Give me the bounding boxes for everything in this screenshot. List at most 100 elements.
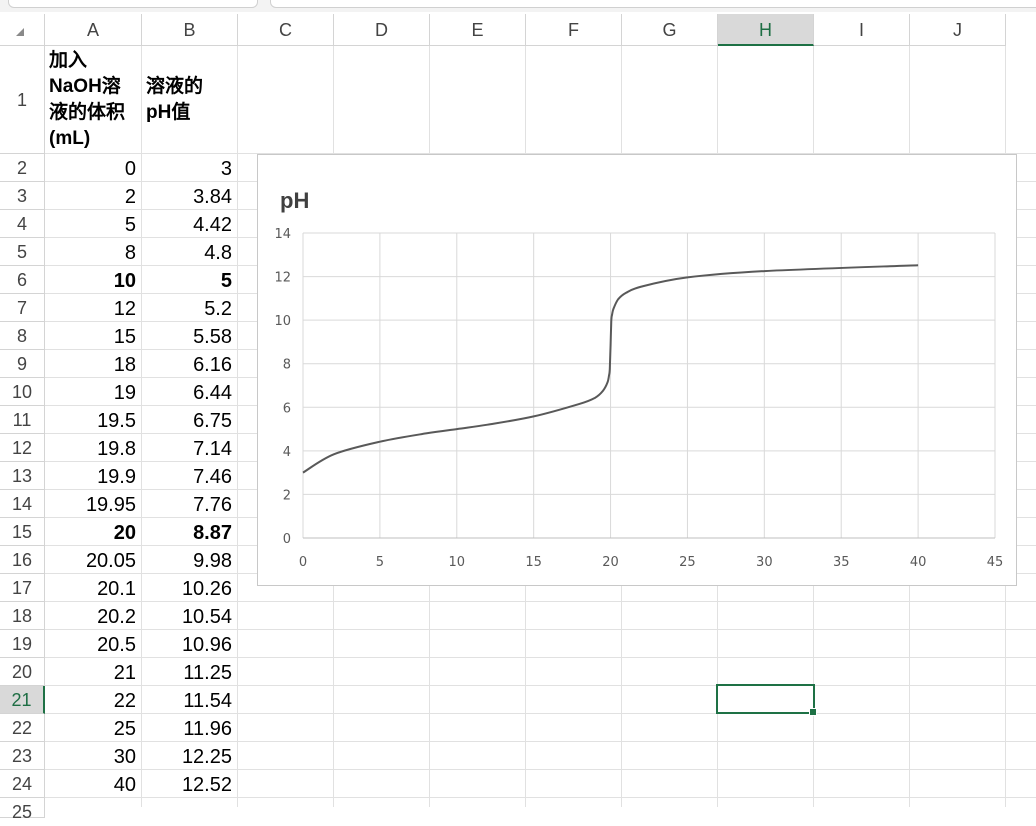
chart-svg: pH 0 2 4 6 8 10 12 14 0 5 10 15 20 25 30 35 40 45 [274,188,1003,570]
column-header-e[interactable]: E [430,14,526,46]
cell-a15[interactable]: 20 [113,522,136,544]
cell-b9[interactable]: 6.16 [193,354,232,376]
row-header-10[interactable]: 10 [0,378,45,406]
row-header-3[interactable]: 3 [0,182,45,210]
cell-b10[interactable]: 6.44 [193,382,232,404]
cell-a2[interactable]: 0 [124,158,136,180]
row-header-12[interactable]: 12 [0,434,45,462]
window-tab[interactable] [8,0,258,8]
grid-line [45,657,1036,658]
column-header-c[interactable]: C [238,14,334,46]
select-all-button[interactable] [0,14,45,46]
selected-cell-h21[interactable] [716,684,817,716]
row-header-21[interactable]: 21 [0,686,45,714]
cell-b13[interactable]: 7.46 [193,466,232,488]
row-header-14[interactable]: 14 [0,490,45,518]
cell-a7[interactable]: 12 [113,298,136,320]
cell-a23[interactable]: 30 [113,746,136,768]
cell-b1-header[interactable]: 溶液的 pH值 [142,46,238,154]
cell-b19[interactable]: 10.96 [181,634,232,656]
cell-b21[interactable]: 11.54 [183,690,232,712]
y-tick-label: 0 [283,532,291,547]
cell-a10[interactable]: 19 [113,382,136,404]
row-header-9[interactable]: 9 [0,350,45,378]
cell-a5[interactable]: 8 [124,242,136,264]
cell-a24[interactable]: 40 [113,774,136,796]
column-header-h[interactable]: H [718,14,814,46]
row-header-22[interactable]: 22 [0,714,45,742]
cell-a21[interactable]: 22 [113,690,136,712]
column-header-f[interactable]: F [526,14,622,46]
row-header-15[interactable]: 15 [0,518,45,546]
cell-b15[interactable]: 8.87 [193,522,232,544]
column-header-g[interactable]: G [622,14,718,46]
cell-a18[interactable]: 20.2 [97,606,136,628]
row-header-18[interactable]: 18 [0,602,45,630]
cell-b20[interactable]: 11.25 [183,662,232,684]
row-header-17[interactable]: 17 [0,574,45,602]
header-a-line: (mL) [49,128,91,149]
column-header-b[interactable]: B [142,14,238,46]
cell-a16[interactable]: 20.05 [85,550,136,572]
row-header-6[interactable]: 6 [0,266,45,294]
window-tab[interactable] [270,0,1036,8]
cell-b11[interactable]: 6.75 [193,410,232,432]
cell-b6[interactable]: 5 [220,270,232,292]
cell-a8[interactable]: 15 [113,326,136,348]
cell-b14[interactable]: 7.76 [193,494,232,516]
cell-a20[interactable]: 21 [113,662,136,684]
cell-a6[interactable]: 10 [113,270,136,292]
cell-b24[interactable]: 12.52 [181,774,232,796]
header-a-line: NaOH溶 [49,76,121,97]
fill-handle[interactable] [809,708,817,716]
cell-a13[interactable]: 19.9 [97,466,136,488]
grid-line [45,769,1036,770]
cell-b23[interactable]: 12.25 [181,746,232,768]
data-point [302,472,304,474]
cell-a14[interactable]: 19.95 [85,494,136,516]
row-header-1[interactable]: 1 [0,46,45,154]
cell-b5[interactable]: 4.8 [204,242,232,264]
cell-b22[interactable]: 11.96 [183,718,232,740]
row-header-20[interactable]: 20 [0,658,45,686]
cell-b4[interactable]: 4.42 [193,214,232,236]
column-header-i[interactable]: I [814,14,910,46]
cell-a17[interactable]: 20.1 [97,578,136,600]
column-header-j[interactable]: J [910,14,1006,46]
cell-b17[interactable]: 10.26 [181,578,232,600]
cell-b3[interactable]: 3.84 [193,186,232,208]
row-header-2[interactable]: 2 [0,154,45,182]
cell-b18[interactable]: 10.54 [181,606,232,628]
row-header-24[interactable]: 24 [0,770,45,798]
row-header-4[interactable]: 4 [0,210,45,238]
cell-b16[interactable]: 9.98 [193,550,232,572]
cell-a1-header[interactable]: 加入 NaOH溶 液的体积 (mL) [45,46,142,154]
header-b-line: 溶液的 [146,76,204,97]
row-header-19[interactable]: 19 [0,630,45,658]
column-header-d[interactable]: D [334,14,430,46]
cell-a3[interactable]: 2 [124,186,136,208]
cell-a12[interactable]: 19.8 [97,438,136,460]
row-header-5[interactable]: 5 [0,238,45,266]
cell-a9[interactable]: 18 [113,354,136,376]
cell-a11[interactable]: 19.5 [97,410,136,432]
cell-a4[interactable]: 5 [124,214,136,236]
row-header-11[interactable]: 11 [0,406,45,434]
row-header-16[interactable]: 16 [0,546,45,574]
cell-a22[interactable]: 25 [113,718,136,740]
row-header-25[interactable]: 25 [0,798,45,822]
row-header-7[interactable]: 7 [0,294,45,322]
cell-b8[interactable]: 5.58 [193,326,232,348]
row-header-13[interactable]: 13 [0,462,45,490]
cell-b2[interactable]: 3 [220,158,232,180]
cell-b7[interactable]: 5.2 [204,298,232,320]
column-header-a[interactable]: A [45,14,142,46]
cell-a19[interactable]: 20.5 [97,634,136,656]
data-point [610,320,612,322]
data-point [533,415,535,417]
cell-b12[interactable]: 7.14 [193,438,232,460]
row-header-23[interactable]: 23 [0,742,45,770]
row-header-8[interactable]: 8 [0,322,45,350]
ph-titration-chart[interactable]: pH 0 2 4 6 8 10 12 14 0 5 10 15 20 25 30 35 40 45 [257,154,1017,586]
series-line [302,264,919,474]
